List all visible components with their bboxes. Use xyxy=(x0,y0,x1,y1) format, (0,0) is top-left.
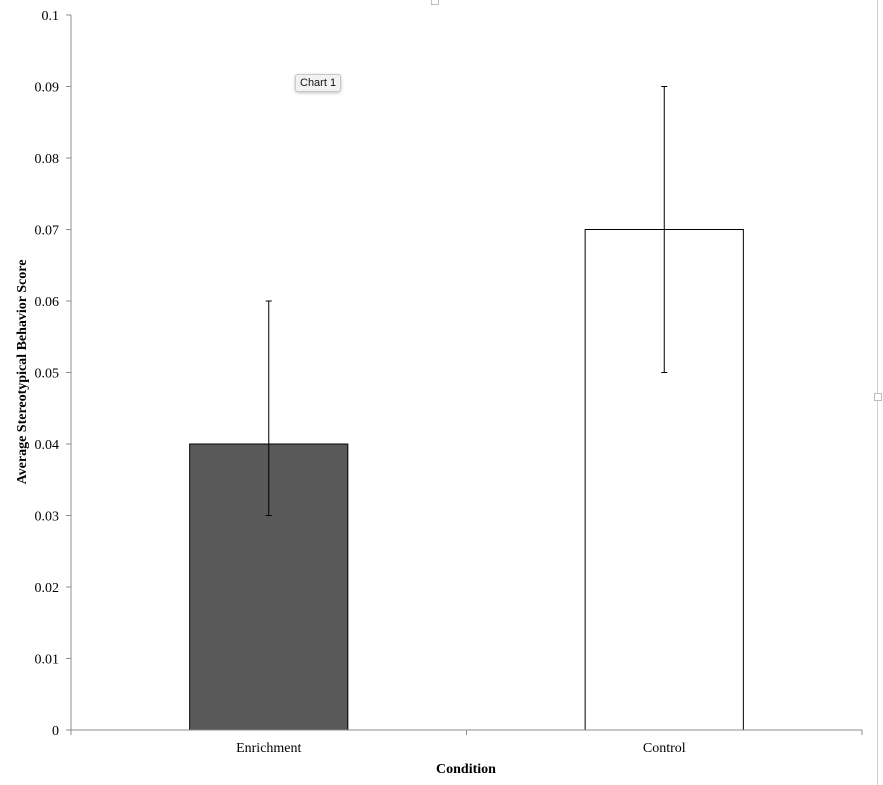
chart-name-tooltip: Chart 1 xyxy=(295,74,342,92)
y-tick-label: 0.06 xyxy=(35,295,60,310)
x-axis-title: Condition xyxy=(436,762,496,777)
x-ticks-group: Enrichment Control xyxy=(70,730,863,756)
y-tick-label: 0 xyxy=(52,724,59,739)
y-tick-label: 0.03 xyxy=(35,510,60,525)
chart-area-right-border xyxy=(877,0,878,785)
y-tick-label: 0.07 xyxy=(35,224,60,239)
y-tick-label: 0.09 xyxy=(35,81,60,96)
error-bars-group xyxy=(265,86,668,516)
y-ticks-group: 0 0.01 0.02 0.03 0.04 0.05 0.06 0.07 0.08 0.09 0.1 xyxy=(35,9,71,739)
error-bar-enrichment xyxy=(265,300,272,516)
y-tick-label: 0.08 xyxy=(35,152,60,167)
error-bar-control xyxy=(661,86,668,373)
y-axis-title: Average Stereotypical Behavior Score xyxy=(15,260,30,485)
y-tick-label: 0.04 xyxy=(35,438,60,453)
y-tick-label: 0.01 xyxy=(35,653,60,668)
bars-group xyxy=(189,229,744,731)
chart-resize-handle-right[interactable] xyxy=(874,393,882,401)
y-tick-label: 0.02 xyxy=(35,581,60,596)
x-tick-label: Control xyxy=(643,741,686,756)
chart-resize-handle-top[interactable] xyxy=(431,0,439,5)
y-tick-label: 0.1 xyxy=(42,9,60,24)
y-tick-label: 0.05 xyxy=(35,367,60,382)
x-tick-label: Enrichment xyxy=(236,741,301,756)
